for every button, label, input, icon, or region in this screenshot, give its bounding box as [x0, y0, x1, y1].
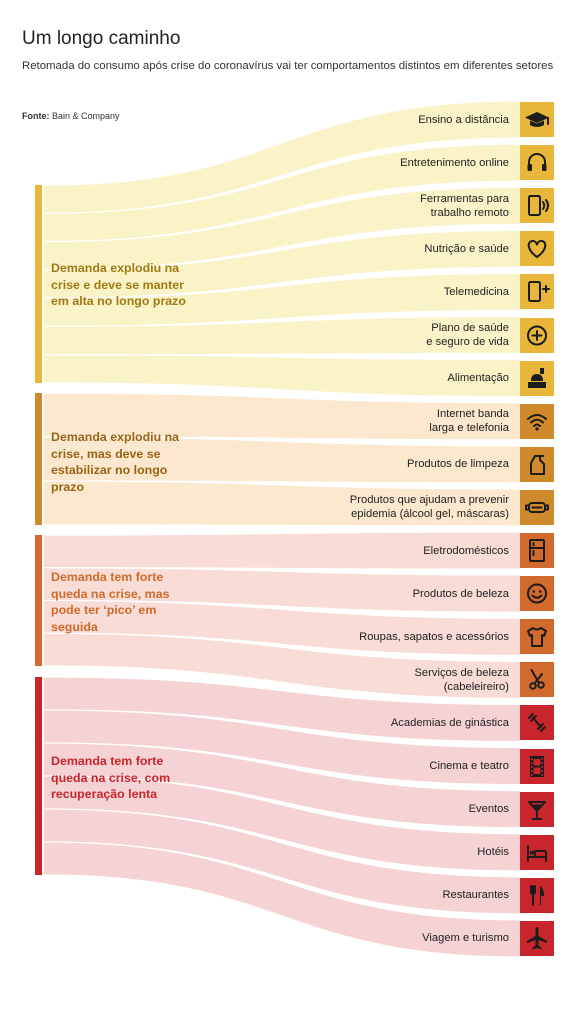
phone-plus-icon [520, 274, 554, 310]
headphones-icon [520, 145, 554, 181]
flow-band [44, 317, 520, 355]
flow-band [44, 187, 520, 270]
group-bar-3 [35, 535, 42, 666]
flow-band [44, 677, 520, 741]
flow-band [44, 710, 520, 785]
sector-label: Serviços de beleza (cabeleireiro) [414, 666, 509, 693]
flow-band [44, 809, 520, 914]
tshirt-icon [520, 619, 554, 655]
flow-band [44, 481, 520, 526]
group-label-4: Demanda tem forte queda na crise, com re… [51, 754, 171, 801]
scissors-icon [520, 662, 554, 698]
source-value: Bain & Company [52, 111, 120, 121]
page-title: Um longo caminho [22, 28, 181, 49]
sector-label: Ensino a distância [418, 113, 509, 126]
heart-icon [520, 231, 554, 267]
cocktail-icon [520, 791, 554, 827]
flow-band [44, 532, 520, 569]
spray-bottle-icon [520, 446, 554, 482]
sector-label: Roupas, sapatos e acessórios [359, 630, 509, 643]
flow-band [44, 144, 520, 241]
sector-label: Produtos de beleza [412, 587, 509, 600]
sector-label: Entretenimento online [400, 156, 509, 169]
sector-label: Hotéis [477, 846, 509, 859]
sector-label: Produtos de limpeza [407, 458, 509, 471]
flow-band [44, 393, 520, 440]
group-bar-4 [35, 677, 42, 875]
group-label-3: Demanda tem forte queda na crise, mas po… [51, 570, 170, 634]
flow-band [44, 633, 520, 698]
sector-label: Cinema e teatro [429, 760, 509, 773]
sector-label: Internet banda larga e telefonia [429, 408, 509, 435]
flow-band [44, 842, 520, 957]
graduation-cap-icon [520, 102, 554, 138]
sector-label: Academias de ginástica [390, 716, 509, 729]
flow-band [44, 355, 520, 397]
bed-icon [520, 834, 554, 870]
group-label-1: Demanda explodiu na crise e deve se mant… [51, 261, 186, 308]
airplane-icon [520, 920, 554, 956]
source-label: Fonte: [22, 111, 50, 121]
sector-label: Eletrodomésticos [423, 544, 509, 557]
flow-band [44, 437, 520, 483]
sector-label: Alimentação [447, 372, 509, 385]
page-subtitle: Retomada do consumo após crise do corona… [22, 60, 554, 72]
group-bar-1 [35, 185, 42, 383]
sector-label: Viagem e turismo [422, 932, 509, 945]
flow-band [44, 230, 520, 298]
plus-circle-icon [520, 317, 554, 353]
sector-label: Restaurantes [442, 889, 509, 902]
flow-band [44, 273, 520, 326]
flow-band [44, 601, 520, 655]
sector-label: Produtos que ajudam a prevenir epidemia … [349, 494, 509, 521]
fridge-icon [520, 533, 554, 569]
sector-label: Plano de saúde e seguro de vida [426, 322, 509, 349]
sector-label: Nutrição e saúde [424, 242, 509, 255]
phone-signal-icon [520, 188, 554, 224]
flow-band [44, 568, 520, 612]
flow-band [44, 776, 520, 871]
wifi-icon [520, 403, 554, 439]
mask-icon [520, 489, 554, 525]
source-note: Fonte: Bain & Company [22, 111, 120, 121]
group-bar-2 [35, 393, 42, 525]
dumbbell-icon [520, 705, 554, 741]
sector-label: Ferramentas para trabalho remoto [420, 192, 509, 219]
food-delivery-icon [520, 360, 554, 396]
flow-band [44, 743, 520, 828]
flow-band [44, 101, 520, 213]
sector-label: Eventos [468, 803, 509, 816]
sector-label: Telemedicina [443, 285, 509, 298]
group-label-2: Demanda explodiu na crise, mas deve se e… [51, 430, 180, 494]
smiley-icon [520, 576, 554, 612]
film-icon [520, 748, 554, 784]
cutlery-icon [520, 877, 554, 913]
